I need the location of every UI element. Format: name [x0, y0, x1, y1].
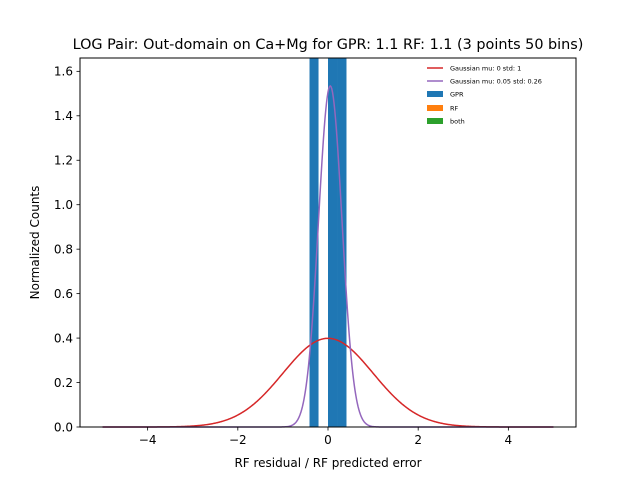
y-tick-label: 0.2 [54, 376, 73, 390]
histogram-bar-gpr-1 [309, 58, 319, 427]
x-axis-label: RF residual / RF predicted error [234, 456, 421, 470]
x-tick-label: −2 [229, 433, 247, 447]
bars-layer [309, 58, 347, 427]
y-axis-ticks: 0.0 0.2 0.4 0.6 0.8 1.0 1.2 1.4 1.6 [54, 65, 80, 434]
legend-patch-swatch [427, 118, 443, 124]
x-tick-label: −4 [139, 433, 157, 447]
y-axis-label: Normalized Counts [28, 186, 42, 300]
y-tick-label: 0.4 [54, 331, 73, 345]
y-tick-label: 0.0 [54, 420, 73, 434]
x-axis-ticks: −4 −2 0 2 4 [139, 427, 512, 447]
legend-label: Gaussian mu: 0 std: 1 [450, 65, 521, 73]
y-tick-label: 1.4 [54, 109, 73, 123]
x-tick-label: 2 [414, 433, 422, 447]
chart-title: LOG Pair: Out-domain on Ca+Mg for GPR: 1… [73, 37, 584, 53]
legend-patch-swatch [427, 105, 443, 111]
legend-label: RF [450, 105, 459, 113]
x-tick-label: 4 [505, 433, 513, 447]
legend-label: GPR [450, 91, 464, 99]
histogram-bar-gpr-3 [337, 58, 347, 427]
legend-label: both [450, 118, 465, 126]
legend-label: Gaussian mu: 0.05 std: 0.26 [450, 78, 542, 86]
legend: Gaussian mu: 0 std: 1 Gaussian mu: 0.05 s… [427, 65, 542, 126]
y-tick-label: 0.8 [54, 242, 73, 256]
histogram-bar-gpr-2 [328, 58, 338, 427]
y-tick-label: 0.6 [54, 287, 73, 301]
y-tick-label: 1.0 [54, 198, 73, 212]
y-tick-label: 1.6 [54, 65, 73, 79]
x-tick-label: 0 [324, 433, 332, 447]
legend-patch-swatch [427, 91, 443, 97]
y-tick-label: 1.2 [54, 154, 73, 168]
